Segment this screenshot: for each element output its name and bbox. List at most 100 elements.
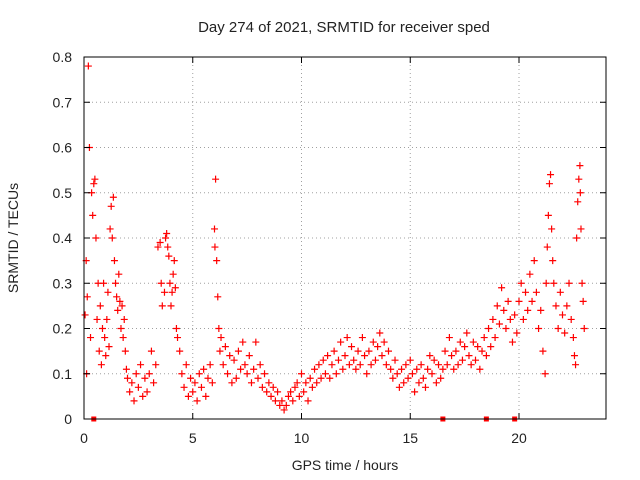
data-point xyxy=(579,297,587,305)
y-tick-label: 0 xyxy=(64,411,72,427)
data-point xyxy=(576,189,584,197)
data-point xyxy=(189,388,197,396)
data-point xyxy=(569,334,577,342)
data-point xyxy=(226,352,234,360)
data-point xyxy=(577,225,585,233)
data-point xyxy=(334,356,342,364)
data-point xyxy=(302,379,310,387)
data-point xyxy=(315,361,323,369)
data-point xyxy=(212,175,220,183)
data-point xyxy=(221,343,229,351)
data-point xyxy=(164,243,172,251)
data-point xyxy=(539,347,547,355)
data-point xyxy=(544,211,552,219)
data-point xyxy=(219,361,227,369)
data-point xyxy=(328,361,336,369)
data-point xyxy=(511,311,519,319)
data-point xyxy=(195,370,203,378)
data-point xyxy=(448,352,456,360)
data-point xyxy=(102,352,110,360)
data-point xyxy=(556,288,564,296)
data-point xyxy=(265,379,273,387)
data-point xyxy=(92,234,100,242)
data-point xyxy=(369,338,377,346)
data-point xyxy=(169,270,177,278)
data-point xyxy=(224,370,232,378)
data-point xyxy=(356,361,364,369)
data-point xyxy=(107,202,115,210)
data-point xyxy=(426,352,434,360)
data-point xyxy=(298,370,305,378)
data-point xyxy=(150,379,158,387)
data-point xyxy=(267,392,275,400)
data-point xyxy=(158,302,166,310)
data-point xyxy=(378,352,386,360)
grid-lines xyxy=(84,57,606,419)
data-point xyxy=(361,352,369,360)
data-point xyxy=(200,365,208,373)
data-point xyxy=(284,392,292,400)
data-point xyxy=(537,306,545,314)
x-tick-label: 20 xyxy=(511,430,527,446)
data-point xyxy=(280,406,288,414)
data-point xyxy=(576,162,584,170)
data-point xyxy=(528,297,536,305)
data-point xyxy=(502,325,510,332)
data-point xyxy=(489,315,497,323)
data-point xyxy=(428,370,436,378)
data-point xyxy=(184,392,192,400)
data-point xyxy=(213,257,221,265)
data-point xyxy=(208,379,216,387)
data-point xyxy=(193,397,201,405)
data-point xyxy=(530,257,538,265)
data-point xyxy=(172,325,180,332)
data-point xyxy=(380,338,388,346)
data-point xyxy=(548,225,556,233)
data-point xyxy=(258,383,266,391)
data-point xyxy=(115,270,123,278)
data-point xyxy=(398,365,406,373)
data-point xyxy=(565,279,573,287)
data-point xyxy=(550,279,558,287)
data-point xyxy=(522,288,530,296)
data-point xyxy=(498,284,506,292)
data-point xyxy=(97,361,105,369)
x-tick-labels: 0 5 10 15 20 xyxy=(80,430,527,446)
data-point xyxy=(187,374,195,382)
data-point xyxy=(517,279,525,287)
data-point xyxy=(202,392,210,400)
data-point xyxy=(500,306,508,314)
x-tick-label: 10 xyxy=(294,430,310,446)
data-point xyxy=(513,329,521,337)
data-point xyxy=(114,306,122,314)
data-point xyxy=(524,306,532,314)
data-point xyxy=(141,374,149,382)
data-point xyxy=(166,279,174,287)
data-point xyxy=(339,365,347,373)
data-point xyxy=(572,361,580,369)
data-point xyxy=(474,343,482,351)
data-point xyxy=(278,397,286,405)
data-point xyxy=(171,284,179,292)
data-point xyxy=(435,361,443,369)
data-point xyxy=(542,279,550,287)
data-point xyxy=(157,279,165,287)
data-point xyxy=(456,338,464,346)
data-point xyxy=(206,361,214,369)
data-point xyxy=(432,379,440,387)
data-point xyxy=(387,365,395,373)
data-point xyxy=(341,352,349,360)
data-point xyxy=(354,347,362,355)
data-point xyxy=(506,315,514,323)
data-point xyxy=(191,379,199,387)
data-point xyxy=(228,379,236,387)
data-point xyxy=(106,225,114,233)
data-point xyxy=(215,325,223,332)
y-tick-label: 0.2 xyxy=(53,321,73,337)
data-point xyxy=(137,361,145,369)
data-point xyxy=(352,365,360,373)
data-point xyxy=(304,397,312,405)
data-point xyxy=(112,279,120,287)
data-point xyxy=(476,365,484,373)
data-point xyxy=(124,374,131,382)
